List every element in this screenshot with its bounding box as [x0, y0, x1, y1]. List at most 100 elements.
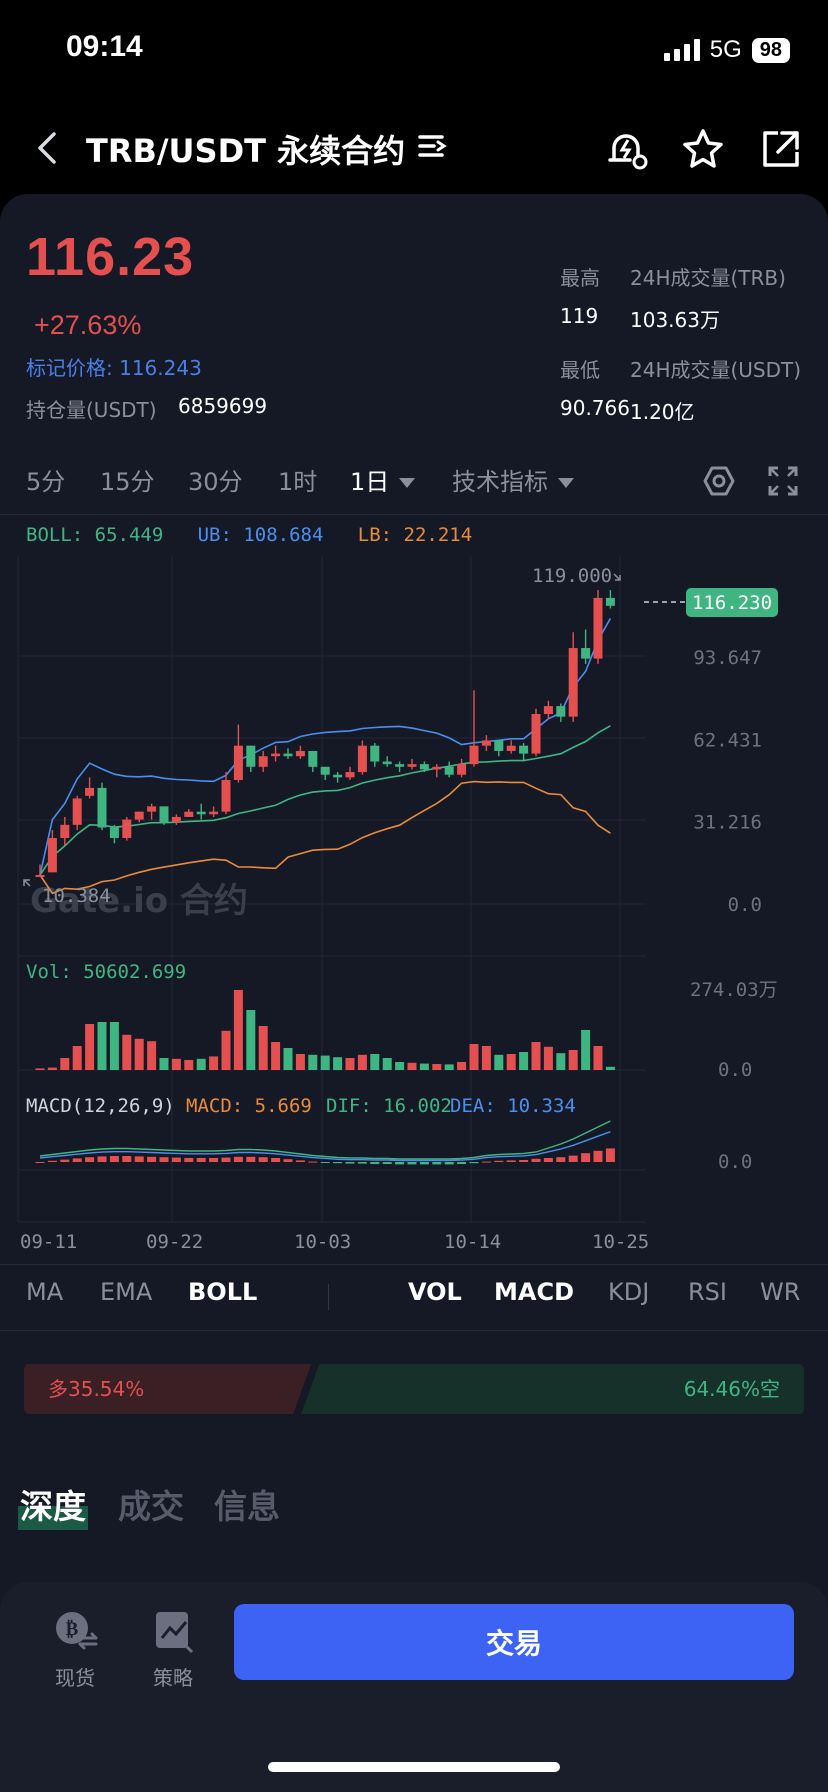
last-price-badge-text: 116.230: [692, 592, 772, 614]
candle-body: [283, 753, 293, 757]
macd-bar: [457, 1162, 467, 1164]
boll-mid-value: BOLL: 65.449: [26, 524, 164, 546]
macd-zero-label: 0.0: [718, 1151, 752, 1173]
arrow-icon: [23, 879, 31, 887]
candle-body: [85, 787, 95, 796]
candle-body: [122, 819, 132, 839]
tab-15m[interactable]: 15分: [100, 468, 155, 496]
tab-30m[interactable]: 30分: [188, 468, 243, 496]
tab-1d[interactable]: 1日: [350, 462, 416, 497]
candle-body: [320, 766, 330, 775]
volume-bar: [432, 1064, 442, 1070]
macd-bar: [109, 1156, 119, 1162]
indicator-tabs: MA EMA BOLL VOL MACD KDJ RSI WR: [0, 1278, 828, 1318]
tab-depth[interactable]: 深度: [20, 1487, 86, 1526]
candle-body: [469, 745, 479, 765]
long-ratio-fill: [24, 1364, 312, 1414]
candle-body: [444, 766, 454, 775]
volume-bar: [283, 1048, 293, 1070]
candle-body: [72, 798, 82, 825]
mark-price[interactable]: 标记价格: 116.243: [26, 356, 202, 380]
tab-wr[interactable]: WR: [760, 1278, 801, 1306]
volume-bar: [519, 1052, 529, 1070]
volume-bar: [295, 1054, 305, 1070]
candle-body: [333, 774, 343, 778]
boll-ub-value: UB: 108.684: [197, 524, 324, 546]
top-nav: TRB/USDT 永续合约: [0, 110, 828, 196]
macd-bar: [283, 1159, 293, 1162]
volume-bar: [221, 1030, 231, 1070]
candle-body: [159, 806, 169, 823]
volume-bar: [593, 1046, 603, 1070]
macd-bar: [246, 1156, 256, 1162]
tab-macd[interactable]: MACD: [494, 1278, 574, 1306]
tab-ma[interactable]: MA: [26, 1278, 64, 1306]
share-icon[interactable]: [758, 126, 804, 172]
price-alert-bell-icon[interactable]: [604, 126, 650, 172]
low-value: 90.766: [560, 396, 630, 420]
candle-body: [593, 597, 603, 659]
volume-bar: [556, 1053, 566, 1070]
candle-body: [209, 811, 219, 815]
favorite-star-icon[interactable]: [680, 126, 726, 172]
volume-max-label: 274.03万: [690, 979, 778, 1001]
fullscreen-icon[interactable]: [766, 464, 800, 498]
tab-5m[interactable]: 5分: [26, 468, 66, 496]
macd-bar: [543, 1158, 553, 1162]
candle-body: [184, 811, 194, 817]
macd-bar: [494, 1160, 504, 1162]
volume-bar: [246, 1010, 256, 1070]
macd-bar: [159, 1157, 169, 1162]
chart-settings-icon[interactable]: [702, 464, 736, 498]
macd-bar: [147, 1156, 157, 1162]
date-axis-label: 10-14: [444, 1231, 501, 1252]
candle-body: [605, 597, 615, 606]
chevron-down-icon: [558, 478, 574, 488]
volume-legend: Vol: 50602.699: [26, 961, 186, 983]
divider: [0, 1264, 828, 1265]
macd-bar: [35, 1162, 45, 1163]
candle-body: [494, 740, 504, 751]
network-type: 5G: [709, 36, 742, 63]
trade-button[interactable]: 交易: [234, 1604, 794, 1680]
candle-body: [35, 874, 45, 877]
volume-bar: [481, 1046, 491, 1070]
kline-chart[interactable]: Gate.io 合约 93.647 62.431 31.216 0.0 119.000…: [0, 552, 828, 1252]
tab-ema[interactable]: EMA: [100, 1278, 153, 1306]
date-axis-label: 09-22: [146, 1231, 203, 1252]
candle-body: [556, 706, 566, 717]
long-short-ratio-bar: 多35.54% 64.46%空: [24, 1364, 804, 1414]
macd-bar: [407, 1162, 417, 1165]
back-icon[interactable]: [30, 128, 66, 168]
macd-bar: [72, 1158, 82, 1162]
volume-bar: [581, 1030, 591, 1070]
macd-bar: [357, 1162, 367, 1164]
tab-boll[interactable]: BOLL: [188, 1278, 258, 1306]
tab-vol[interactable]: VOL: [408, 1278, 462, 1306]
tab-info[interactable]: 信息: [214, 1487, 280, 1526]
high-label: 最高: [560, 266, 600, 290]
candle-body: [97, 787, 107, 828]
low-marker-label: 10.384: [42, 885, 111, 907]
macd-bar: [333, 1162, 343, 1164]
menu-lines-icon[interactable]: [418, 132, 448, 162]
candle-body: [271, 753, 281, 757]
strategy-nav[interactable]: 策略: [138, 1608, 208, 1691]
tab-rsi[interactable]: RSI: [688, 1278, 727, 1306]
candle-body: [432, 766, 442, 770]
macd-bar: [568, 1155, 578, 1162]
volume-bar: [60, 1058, 70, 1070]
tab-trades[interactable]: 成交: [118, 1487, 184, 1526]
timeframe-tabs: 5分 15分 30分 1时 1日 技术指标: [0, 462, 828, 502]
spot-nav[interactable]: ₿ 现货: [40, 1608, 110, 1691]
volume-bar: [47, 1067, 57, 1070]
volume-bar: [494, 1054, 504, 1070]
volume-bar: [184, 1060, 194, 1070]
tab-indicators[interactable]: 技术指标: [452, 462, 574, 497]
tab-kdj[interactable]: KDJ: [608, 1278, 650, 1306]
page-title[interactable]: TRB/USDT 永续合约: [86, 132, 406, 170]
candle-body: [246, 745, 256, 767]
macd-bar: [171, 1157, 181, 1162]
volume-bar: [382, 1058, 392, 1070]
tab-1h[interactable]: 1时: [278, 468, 318, 496]
